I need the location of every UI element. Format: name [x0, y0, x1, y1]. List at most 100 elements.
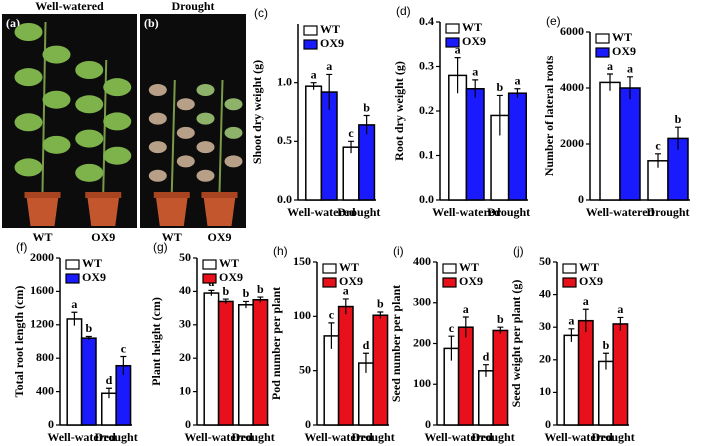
stem — [170, 79, 176, 193]
y-tick-label: 0.0 — [419, 192, 434, 206]
y-tick-label: 150 — [293, 254, 311, 268]
legend-label: OX9 — [320, 36, 344, 50]
leaf — [42, 90, 71, 109]
pot — [26, 196, 59, 226]
leaf — [148, 141, 167, 154]
y-tick-label: 10 — [179, 383, 191, 397]
bar — [599, 81, 621, 201]
error-bar — [454, 57, 461, 94]
significance-letter: c — [329, 308, 335, 322]
error-bar — [627, 76, 633, 100]
y-tick-label: 0.0 — [277, 192, 292, 206]
y-tick-label: 0 — [425, 417, 431, 431]
bar — [478, 370, 494, 426]
legend-swatch — [202, 273, 217, 284]
panel-label: (h) — [273, 244, 288, 258]
leaf — [75, 129, 104, 148]
legend-swatch — [442, 277, 457, 288]
significance-letter: a — [326, 59, 332, 73]
panel-label: (a) — [6, 16, 20, 30]
x-tick-label: Drought — [472, 430, 515, 444]
significance-letter: c — [449, 321, 455, 335]
bar — [492, 329, 509, 426]
panel-label: (c) — [254, 6, 268, 20]
bar — [238, 304, 254, 426]
legend-label: WT — [612, 30, 632, 44]
error-bar — [120, 355, 127, 375]
legend-swatch — [445, 23, 460, 34]
error-bar — [568, 328, 575, 342]
significance-letter: a — [607, 59, 613, 73]
error-bar — [462, 316, 469, 338]
photo-title: Well-watered — [35, 0, 104, 13]
error-bar — [362, 352, 369, 373]
legend-label: OX9 — [82, 270, 106, 284]
significance-letter: b — [675, 112, 682, 126]
y-tick-label: 0.4 — [419, 14, 434, 28]
bar — [80, 337, 97, 426]
error-bar — [257, 296, 264, 303]
y-axis-label: Plant height (cm) — [149, 297, 163, 386]
legend-label: OX9 — [612, 44, 636, 58]
legend-swatch — [445, 37, 460, 48]
leaf — [196, 112, 215, 125]
legend-label: WT — [462, 20, 482, 34]
error-bar — [105, 387, 112, 399]
error-bar — [482, 364, 489, 377]
leaf — [103, 112, 132, 131]
pot — [203, 196, 236, 226]
significance-letter: a — [311, 67, 317, 81]
x-tick-label: Well-watered — [304, 430, 373, 444]
y-tick-label: 50 — [539, 254, 551, 268]
y-tick-label: 0 — [305, 417, 311, 431]
legend-swatch — [442, 263, 457, 274]
error-bar — [655, 153, 661, 168]
significance-letter: a — [71, 297, 77, 311]
legend-label: WT — [219, 256, 239, 270]
legend-label: OX9 — [462, 34, 486, 48]
leaf — [14, 68, 43, 87]
y-tick-label: 4000 — [560, 80, 584, 94]
y-tick-label: 40 — [539, 286, 551, 300]
plant-label: WT — [32, 230, 52, 244]
bar — [305, 85, 323, 201]
significance-letter: b — [603, 338, 610, 352]
leaf — [196, 84, 215, 96]
y-tick-label: 2000 — [560, 136, 584, 150]
x-tick-label: Well-watered — [586, 205, 655, 219]
leaf — [42, 45, 71, 64]
panel-label: (f) — [16, 240, 27, 254]
legend-swatch — [562, 263, 577, 274]
x-tick-label: Drought — [352, 430, 395, 444]
bar — [448, 74, 468, 201]
y-tick-label: 100 — [413, 376, 431, 390]
significance-letter: d — [483, 349, 490, 363]
error-bar — [496, 94, 503, 136]
panel-label: (j) — [513, 244, 524, 258]
bar — [598, 360, 614, 426]
y-tick-label: 300 — [413, 295, 431, 309]
y-tick-label: 1.0 — [277, 74, 292, 88]
y-tick-label: 1600 — [30, 283, 54, 297]
y-axis-label: Total root length (cm) — [12, 286, 26, 398]
error-bar — [617, 316, 624, 331]
x-tick-label: Drought — [487, 205, 530, 219]
y-axis-label: Root dry weight (g) — [392, 61, 406, 161]
y-tick-label: 0 — [48, 417, 54, 431]
panel-label: (g) — [153, 240, 168, 254]
y-tick-label: 50 — [179, 250, 191, 264]
error-bar — [208, 289, 215, 296]
leaf — [196, 169, 215, 182]
x-tick-label: Drought — [646, 205, 689, 219]
y-tick-label: 0.5 — [277, 133, 292, 147]
significance-letter: a — [455, 42, 461, 56]
y-tick-label: 50 — [299, 362, 311, 376]
error-bar — [242, 300, 249, 309]
significance-letter: a — [463, 302, 469, 316]
bar — [372, 314, 389, 426]
significance-letter: b — [377, 297, 384, 311]
error-bar — [326, 73, 333, 110]
y-tick-label: 0.2 — [419, 103, 434, 117]
pot-rim — [85, 192, 122, 198]
leaf — [224, 126, 243, 139]
